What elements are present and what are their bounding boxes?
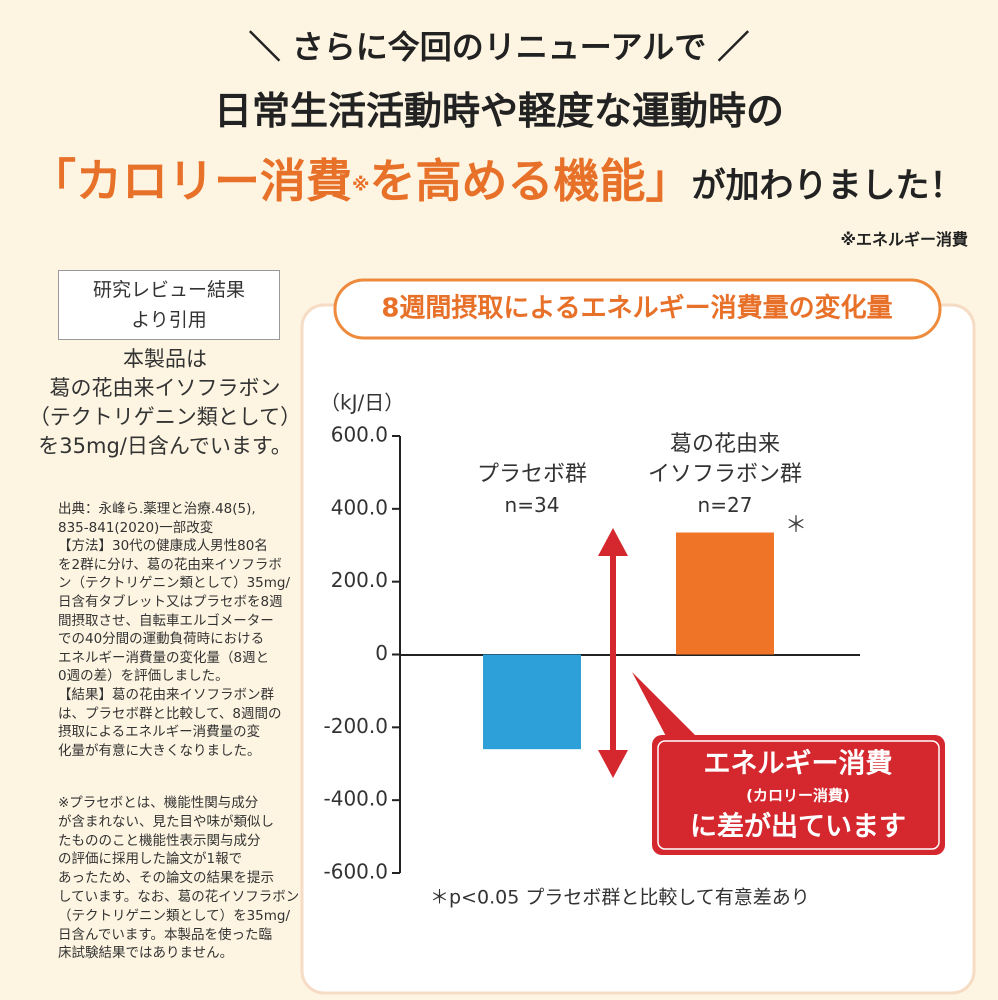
callout-line3: に差が出ています	[690, 811, 906, 843]
header-line3: 「カロリー消費※を高める機能」が加わりました！	[30, 145, 964, 211]
product-text: 本製品は 葛の花由来イソフラボン （テクトリゲニン類として） を35mg/日含ん…	[28, 347, 302, 458]
y-tick-label: 0	[375, 641, 388, 665]
y-tick-label: -600.0	[324, 860, 388, 884]
sample-size: n=27	[697, 493, 753, 517]
difference-arrow	[598, 528, 628, 778]
callout-line2: (カロリー消費)	[746, 787, 850, 805]
y-tick-label: 400.0	[331, 495, 388, 519]
callout: エネルギー消費 (カロリー消費) に差が出ています	[632, 672, 945, 855]
header-tail: が加わりました！	[691, 166, 964, 206]
placebo-note: ※プラセボとは、機能性関与成分 が含まれない、見た目や味が類似し たもののこと機…	[58, 795, 300, 962]
source-box: 研究レビュー結果 より引用	[58, 270, 280, 340]
y-tick-label: 600.0	[331, 423, 388, 447]
header-line2: 日常生活活動時や軽度な運動時の	[213, 89, 784, 133]
callout-line1: エネルギー消費	[704, 749, 893, 780]
title-pill	[333, 278, 942, 340]
y-tick-label: -200.0	[324, 714, 388, 738]
header-note: ※エネルギー消費	[840, 230, 968, 249]
header-line1: ＼ さらに今回のリニューアルで ／	[248, 28, 750, 66]
highlight: 「カロリー消費	[30, 154, 352, 208]
significance-mark: ＊	[785, 513, 807, 538]
category-label: プラセボ群	[476, 462, 587, 487]
y-axis-label: （kJ/日）	[320, 391, 404, 415]
category-label: 葛の花由来 イソフラボン群	[647, 432, 802, 487]
highlight: を高める機能」	[369, 154, 692, 208]
highlight-mark: ※	[352, 174, 370, 196]
bar	[676, 532, 774, 655]
bar	[483, 654, 581, 750]
y-tick-label: -400.0	[324, 787, 388, 811]
y-tick-label: 200.0	[331, 568, 388, 592]
sample-size: n=34	[504, 493, 560, 517]
footnote: ＊p<0.05 プラセボ群と比較して有意差あり	[430, 887, 810, 909]
chart-title: 8週間摂取によるエネルギー消費量の変化量	[381, 293, 892, 324]
source-text: 出典：永峰ら.薬理と治療.48(5), 835-841(2020)一部改変 【方…	[58, 501, 291, 759]
